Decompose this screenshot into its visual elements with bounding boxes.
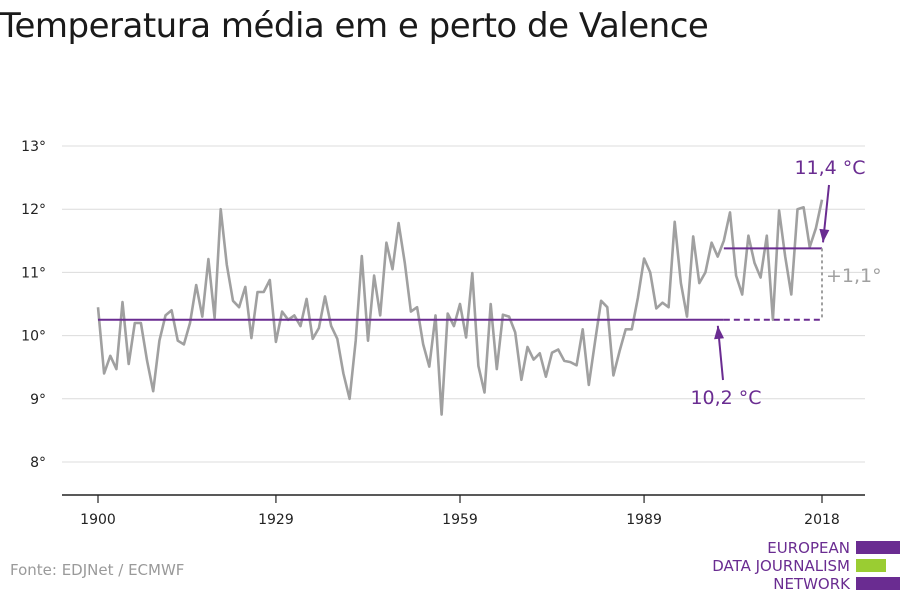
logo-bar-purple-bottom xyxy=(856,577,900,590)
y-axis-ticks: 8° 9° 10° 11° 12° 13° xyxy=(21,139,46,471)
annotation-labels: 10,2 °C 11,4 °C +1,1° xyxy=(690,157,881,409)
edjnet-logo: EUROPEAN DATA JOURNALISM NETWORK xyxy=(700,539,900,595)
y-tick-label-11: 11° xyxy=(21,265,46,281)
y-tick-label-12: 12° xyxy=(21,202,46,218)
x-tick-label-1959: 1959 xyxy=(442,512,478,528)
y-tick-label-9: 9° xyxy=(30,392,46,408)
x-tick-label-1989: 1989 xyxy=(626,512,662,528)
x-tick-label-2018: 2018 xyxy=(804,512,840,528)
source-note: Fonte: EDJNet / ECMWF xyxy=(10,561,185,579)
series-and-annotations xyxy=(96,184,830,416)
y-tick-label-13: 13° xyxy=(21,139,46,155)
logo-line-3: NETWORK xyxy=(773,575,850,593)
logo-bar-green xyxy=(856,559,886,572)
logo-line-1: EUROPEAN xyxy=(767,539,850,557)
chart-title: Temperatura média em e perto de Valence xyxy=(0,6,709,46)
y-tick-label-10: 10° xyxy=(21,329,46,345)
logo-bar-purple-top xyxy=(856,541,900,554)
x-axis-ticks: 1900 1929 1959 1989 2018 xyxy=(80,495,840,528)
grid-lines xyxy=(62,145,865,463)
temperature-series-line xyxy=(96,199,824,416)
x-tick-label-1900: 1900 xyxy=(80,512,116,528)
baseline-label: 10,2 °C xyxy=(690,387,761,409)
difference-label: +1,1° xyxy=(826,265,882,287)
x-tick-label-1929: 1929 xyxy=(258,512,294,528)
recent-arrow-head xyxy=(819,228,830,243)
recent-label: 11,4 °C xyxy=(794,157,865,179)
logo-line-2: DATA JOURNALISM xyxy=(712,557,850,575)
baseline-arrow-head xyxy=(714,325,725,340)
y-tick-label-8: 8° xyxy=(30,455,46,471)
